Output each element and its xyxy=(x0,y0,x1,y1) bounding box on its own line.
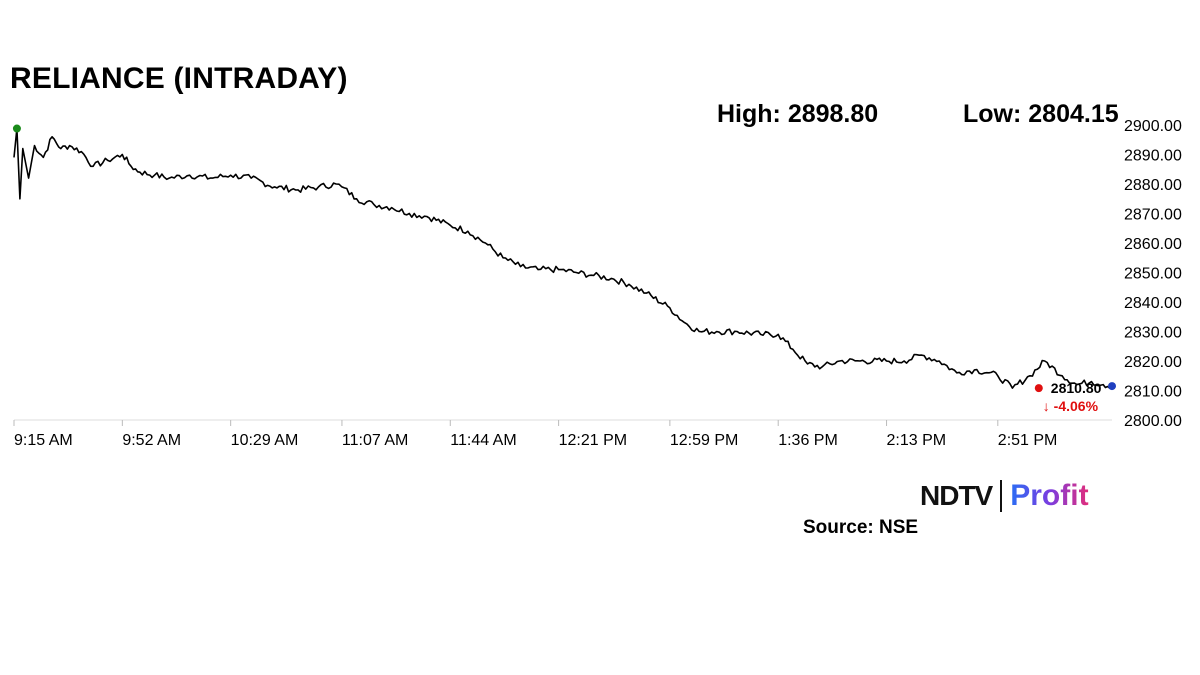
low-value: Low: 2804.15 xyxy=(963,100,1119,128)
x-tick-label: 9:52 AM xyxy=(122,432,181,449)
y-axis: 2900.00 2890.00 2880.00 2870.00 2860.00 2850.… xyxy=(1124,118,1182,430)
y-tick-label: 2810.00 xyxy=(1124,384,1182,401)
y-tick-label: 2820.00 xyxy=(1124,354,1182,371)
open-marker xyxy=(12,124,21,133)
y-tick-label: 2890.00 xyxy=(1124,148,1182,165)
y-tick-label: 2900.00 xyxy=(1124,118,1182,135)
x-tick-label: 9:15 AM xyxy=(14,432,73,449)
x-tick-label: 2:13 PM xyxy=(887,432,947,449)
logo-divider xyxy=(1000,480,1003,512)
y-tick-label: 2860.00 xyxy=(1124,236,1182,253)
x-tick-label: 11:07 AM xyxy=(342,432,408,449)
logo-ndtv: NDTV xyxy=(920,480,993,511)
high-value: High: 2898.80 xyxy=(717,100,879,128)
ndtv-profit-logo: NDTV Profit xyxy=(920,478,1089,514)
x-tick-label: 12:21 PM xyxy=(559,432,627,449)
y-tick-label: 2840.00 xyxy=(1124,295,1182,312)
y-tick-label: 2800.00 xyxy=(1124,413,1182,430)
source-note: Source: NSE xyxy=(803,517,919,538)
y-tick-label: 2880.00 xyxy=(1124,177,1182,194)
x-tick-label: 12:59 PM xyxy=(670,432,738,449)
x-tick-label: 11:44 AM xyxy=(450,432,516,449)
day-change-label: ↓ -4.06% xyxy=(1043,398,1099,414)
x-tick-label: 1:36 PM xyxy=(778,432,838,449)
logo-profit: Profit xyxy=(1010,479,1089,512)
chart-title: RELIANCE (INTRADAY) xyxy=(10,62,348,95)
x-tick-label: 10:29 AM xyxy=(231,432,299,449)
day-low-marker xyxy=(1034,384,1043,393)
y-tick-label: 2850.00 xyxy=(1124,266,1182,283)
y-tick-label: 2830.00 xyxy=(1124,325,1182,342)
price-series-line xyxy=(13,127,1113,390)
x-axis: 9:15 AM 9:52 AM 10:29 AM 11:07 AM 11:44 AM 12… xyxy=(13,419,1112,449)
day-low-label: 2810.80 xyxy=(1051,380,1102,396)
last-price-marker xyxy=(1108,382,1116,391)
intraday-line-chart: 9:15 AM 9:52 AM 10:29 AM 11:07 AM 11:44 AM 12… xyxy=(12,118,1182,449)
x-tick-label: 2:51 PM xyxy=(998,432,1058,449)
y-tick-label: 2870.00 xyxy=(1124,207,1182,224)
